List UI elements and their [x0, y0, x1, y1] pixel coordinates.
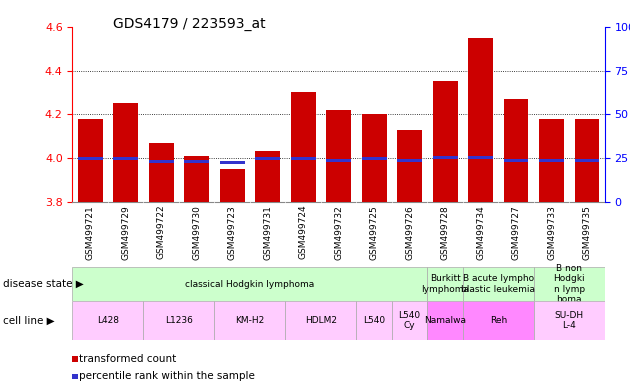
Bar	[290, 157, 316, 160]
Text: L540
Cy: L540 Cy	[399, 311, 421, 330]
Bar	[427, 301, 463, 340]
Text: GSM499722: GSM499722	[157, 205, 166, 260]
Bar	[72, 301, 144, 340]
Text: disease state ▶: disease state ▶	[3, 279, 84, 289]
Bar	[362, 157, 387, 160]
Text: Reh: Reh	[490, 316, 507, 325]
Bar	[113, 103, 138, 202]
Text: B acute lympho
blastic leukemia: B acute lympho blastic leukemia	[461, 275, 536, 294]
Bar	[285, 301, 357, 340]
Bar	[534, 301, 605, 340]
Bar	[77, 157, 103, 160]
Bar	[144, 301, 214, 340]
Bar	[433, 81, 457, 202]
Text: GSM499730: GSM499730	[192, 205, 201, 260]
Text: cell line ▶: cell line ▶	[3, 316, 55, 326]
Bar	[220, 169, 244, 202]
Bar	[575, 159, 600, 162]
Bar	[463, 267, 534, 301]
Bar	[149, 160, 174, 163]
Bar	[290, 93, 316, 202]
Text: SU-DH
L-4: SU-DH L-4	[555, 311, 584, 330]
Bar	[113, 157, 138, 160]
Bar	[463, 301, 534, 340]
Text: L540: L540	[363, 316, 385, 325]
Bar	[214, 301, 285, 340]
Bar	[468, 38, 493, 202]
Bar	[184, 160, 209, 163]
Bar	[575, 119, 600, 202]
Text: Namalwa: Namalwa	[424, 316, 466, 325]
Text: GSM499727: GSM499727	[512, 205, 520, 260]
Bar	[255, 151, 280, 202]
Bar	[149, 142, 174, 202]
Text: percentile rank within the sample: percentile rank within the sample	[79, 371, 255, 381]
Bar	[433, 156, 457, 159]
Text: GSM499731: GSM499731	[263, 205, 272, 260]
Text: HDLM2: HDLM2	[305, 316, 337, 325]
Text: GSM499734: GSM499734	[476, 205, 485, 260]
Bar	[72, 267, 427, 301]
Text: L428: L428	[97, 316, 119, 325]
Text: KM-H2: KM-H2	[235, 316, 265, 325]
Text: GSM499725: GSM499725	[370, 205, 379, 260]
Bar	[220, 161, 244, 164]
Bar	[326, 110, 351, 202]
Bar	[326, 159, 351, 162]
Text: GSM499728: GSM499728	[440, 205, 450, 260]
Bar	[184, 156, 209, 202]
Bar	[77, 119, 103, 202]
Bar	[539, 119, 564, 202]
Text: L1236: L1236	[165, 316, 193, 325]
Bar	[397, 129, 422, 202]
Text: Burkitt
lymphoma: Burkitt lymphoma	[421, 275, 469, 294]
Bar	[539, 159, 564, 162]
Text: transformed count: transformed count	[79, 354, 176, 364]
Bar	[255, 157, 280, 160]
Text: GSM499729: GSM499729	[121, 205, 130, 260]
Bar	[362, 114, 387, 202]
Text: GSM499721: GSM499721	[86, 205, 94, 260]
Text: B non
Hodgki
n lymp
homa: B non Hodgki n lymp homa	[554, 264, 585, 304]
Bar	[392, 301, 427, 340]
Bar	[397, 159, 422, 162]
Text: GSM499733: GSM499733	[547, 205, 556, 260]
Text: classical Hodgkin lymphoma: classical Hodgkin lymphoma	[185, 280, 314, 289]
Bar	[503, 99, 529, 202]
Text: GSM499724: GSM499724	[299, 205, 307, 260]
Bar	[468, 156, 493, 159]
Text: GSM499726: GSM499726	[405, 205, 414, 260]
Text: GSM499732: GSM499732	[334, 205, 343, 260]
Text: GSM499723: GSM499723	[227, 205, 237, 260]
Text: GDS4179 / 223593_at: GDS4179 / 223593_at	[113, 17, 265, 31]
Text: GSM499735: GSM499735	[583, 205, 592, 260]
Bar	[503, 159, 529, 162]
Bar	[357, 301, 392, 340]
Bar	[534, 267, 605, 301]
Bar	[427, 267, 463, 301]
